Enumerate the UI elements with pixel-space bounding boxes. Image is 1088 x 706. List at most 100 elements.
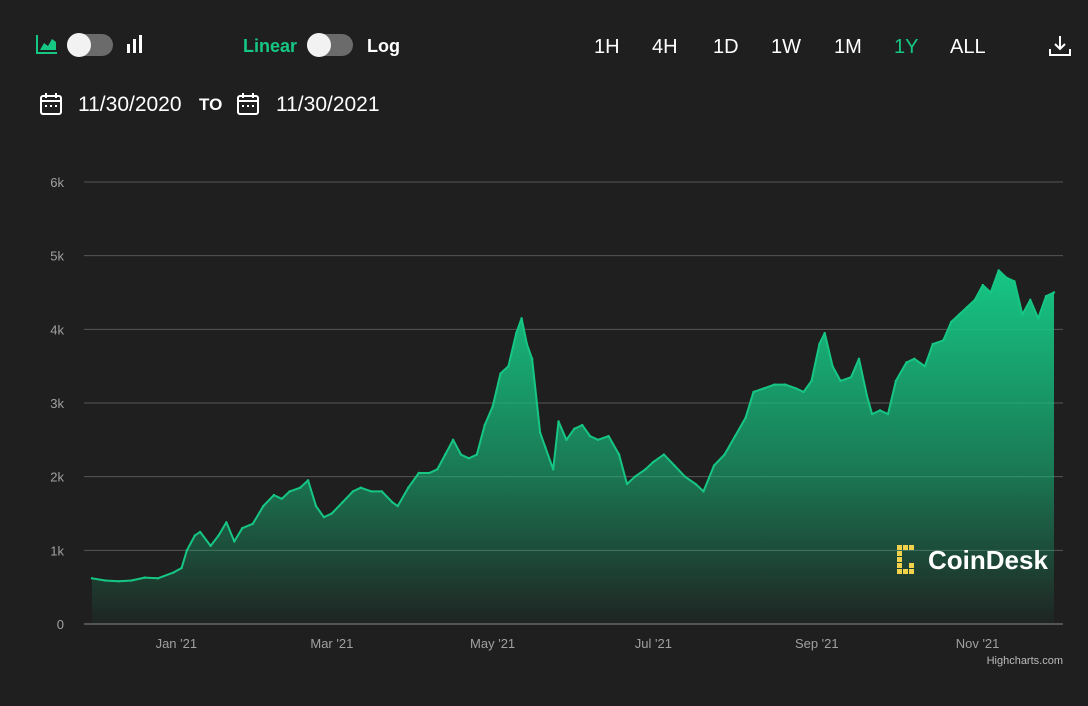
- data-point[interactable]: [878, 409, 882, 412]
- data-point[interactable]: [130, 579, 133, 582]
- data-point[interactable]: [823, 331, 826, 335]
- data-point[interactable]: [272, 493, 276, 497]
- data-point[interactable]: [396, 504, 399, 508]
- data-point[interactable]: [180, 566, 183, 570]
- data-point[interactable]: [733, 434, 737, 438]
- data-point[interactable]: [652, 460, 655, 464]
- data-point[interactable]: [625, 482, 629, 486]
- data-point[interactable]: [942, 339, 945, 342]
- data-point[interactable]: [1029, 298, 1032, 302]
- data-point[interactable]: [973, 298, 977, 302]
- data-point[interactable]: [544, 446, 547, 449]
- data-point[interactable]: [407, 486, 410, 489]
- data-point[interactable]: [288, 490, 291, 493]
- data-point[interactable]: [870, 412, 874, 416]
- data-point[interactable]: [596, 438, 600, 442]
- calendar-icon[interactable]: [39, 92, 63, 121]
- data-point[interactable]: [894, 379, 898, 383]
- data-point[interactable]: [322, 515, 326, 519]
- data-point[interactable]: [905, 361, 908, 364]
- range-button-1y[interactable]: 1Y: [894, 36, 919, 58]
- data-point[interactable]: [525, 342, 529, 346]
- highcharts-credit[interactable]: Highcharts.com: [987, 655, 1063, 667]
- data-point[interactable]: [117, 580, 120, 583]
- data-point[interactable]: [723, 453, 726, 456]
- range-button-1d[interactable]: 1D: [713, 36, 739, 58]
- data-point[interactable]: [607, 434, 610, 438]
- data-point[interactable]: [783, 383, 787, 386]
- scale-toggle[interactable]: [307, 33, 353, 57]
- range-button-1h[interactable]: 1H: [594, 36, 620, 58]
- data-point[interactable]: [752, 390, 755, 394]
- data-point[interactable]: [90, 577, 94, 580]
- data-point[interactable]: [483, 423, 486, 427]
- data-point[interactable]: [417, 471, 421, 475]
- data-point[interactable]: [233, 540, 236, 543]
- data-point[interactable]: [225, 521, 228, 524]
- data-point[interactable]: [380, 490, 384, 493]
- range-button-1w[interactable]: 1W: [771, 36, 801, 58]
- data-point[interactable]: [1005, 276, 1008, 279]
- data-point[interactable]: [530, 357, 534, 360]
- data-point[interactable]: [712, 464, 716, 467]
- data-point[interactable]: [886, 412, 890, 416]
- data-point[interactable]: [143, 576, 146, 579]
- data-point[interactable]: [617, 453, 621, 456]
- bar-chart-icon[interactable]: [126, 35, 146, 58]
- data-point[interactable]: [1021, 313, 1024, 316]
- linear-scale-label[interactable]: Linear: [243, 36, 298, 56]
- data-point[interactable]: [172, 571, 175, 574]
- data-point[interactable]: [436, 468, 439, 471]
- data-point[interactable]: [965, 306, 969, 309]
- data-point[interactable]: [694, 482, 697, 486]
- data-point[interactable]: [299, 486, 302, 489]
- data-point[interactable]: [573, 427, 576, 430]
- data-point[interactable]: [997, 269, 1000, 272]
- data-point[interactable]: [241, 527, 244, 530]
- data-point[interactable]: [370, 490, 373, 493]
- data-point[interactable]: [391, 501, 394, 504]
- data-point[interactable]: [588, 434, 592, 438]
- data-point[interactable]: [633, 475, 637, 478]
- data-point[interactable]: [1044, 294, 1048, 298]
- chart-type-toggle[interactable]: [67, 33, 113, 57]
- data-point[interactable]: [1036, 317, 1040, 320]
- data-point[interactable]: [950, 320, 953, 324]
- data-point[interactable]: [849, 376, 853, 379]
- data-point[interactable]: [673, 464, 676, 467]
- range-button-all[interactable]: ALL: [950, 36, 986, 58]
- data-point[interactable]: [306, 479, 310, 482]
- data-point[interactable]: [475, 453, 478, 456]
- data-point[interactable]: [341, 501, 344, 504]
- data-point[interactable]: [359, 486, 363, 489]
- data-point[interactable]: [459, 453, 463, 456]
- data-point[interactable]: [565, 438, 568, 442]
- data-point[interactable]: [515, 331, 518, 335]
- data-point[interactable]: [957, 313, 961, 316]
- data-point[interactable]: [923, 364, 927, 368]
- data-point[interactable]: [557, 420, 560, 423]
- end-date[interactable]: 11/30/2021: [276, 93, 380, 116]
- data-point[interactable]: [451, 438, 455, 442]
- data-point[interactable]: [865, 394, 869, 397]
- data-point[interactable]: [1052, 291, 1056, 294]
- data-point[interactable]: [818, 342, 821, 346]
- data-point[interactable]: [491, 405, 494, 408]
- data-point[interactable]: [831, 364, 834, 368]
- data-point[interactable]: [217, 534, 220, 537]
- data-point[interactable]: [280, 497, 283, 500]
- data-point[interactable]: [351, 490, 355, 493]
- data-point[interactable]: [193, 534, 196, 537]
- data-point[interactable]: [499, 372, 502, 375]
- data-point[interactable]: [683, 475, 687, 478]
- data-point[interactable]: [744, 416, 747, 419]
- data-point[interactable]: [520, 317, 523, 320]
- data-point[interactable]: [103, 579, 107, 582]
- area-chart-icon[interactable]: [36, 34, 58, 59]
- data-point[interactable]: [552, 468, 555, 471]
- data-point[interactable]: [198, 530, 202, 534]
- data-point[interactable]: [538, 431, 542, 434]
- data-point[interactable]: [810, 379, 813, 383]
- log-scale-label[interactable]: Log: [367, 36, 400, 56]
- data-point[interactable]: [773, 383, 776, 386]
